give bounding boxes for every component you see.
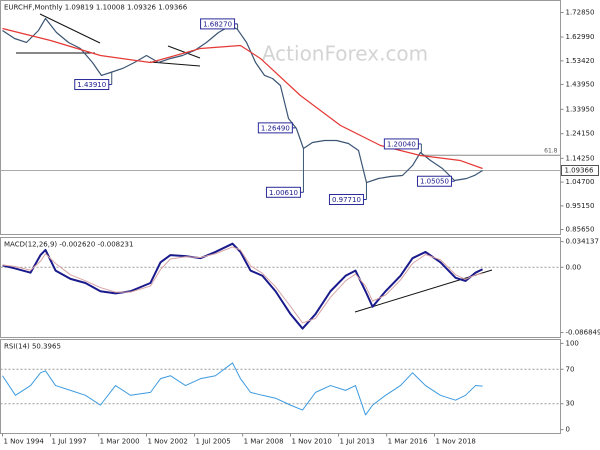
macd-panel [0, 237, 561, 338]
main-line [2, 362, 483, 416]
annotation-box [200, 18, 236, 30]
x-tick-label: 1 Nov 2018 [435, 438, 475, 446]
x-tick-label: 1 Jul 2013 [340, 438, 375, 446]
x-tick-label: 1 Nov 1994 [3, 438, 44, 446]
y-tick-label: 1.14250 [566, 154, 595, 162]
y-tick-label: 1.04700 [566, 178, 595, 186]
y-tick-label: 0.034137 [566, 238, 599, 246]
annotation-label: 1.20040 [387, 140, 416, 148]
y-tick-label: 1.43950 [566, 80, 595, 88]
price-panel [0, 0, 561, 235]
annotation-box [383, 138, 419, 150]
main-line [2, 17, 483, 184]
y-tick-label: -0.086849 [566, 329, 600, 337]
x-tick-label: 1 Mar 2008 [244, 438, 284, 446]
annotation-box [416, 175, 452, 187]
trendline [167, 45, 201, 59]
x-tick-label: 1 Jul 1997 [52, 438, 87, 446]
x-tick-label: 1 Jul 2005 [196, 438, 231, 446]
y-tick-label: 0 [566, 426, 570, 434]
x-tick-label: 1 Mar 2016 [388, 438, 428, 446]
main-line [2, 242, 484, 330]
y-tick-label: 0.85650 [566, 226, 595, 234]
watermark: ActionForex.com [262, 42, 428, 66]
annotation-label: 1.26490 [261, 124, 290, 132]
panel-title: RSI(14) 50.3965 [4, 343, 61, 351]
secondary-line [2, 27, 483, 170]
x-tick-label: 1 Nov 2010 [291, 438, 331, 446]
annotation-label: 1.43910 [77, 81, 106, 89]
y-tick-label: 100 [566, 339, 579, 347]
annotation-label: 1.05050 [420, 178, 449, 186]
last-price-box [561, 164, 599, 176]
x-tick-label: 1 Mar 2000 [100, 438, 140, 446]
fib-label: 61.8 [544, 148, 558, 155]
annotation-box [257, 122, 293, 134]
y-tick-label: 70 [566, 365, 575, 373]
annotation-box [74, 79, 110, 91]
panel-title: EURCHF,Monthly 1.09819 1.10008 1.09326 1… [4, 4, 188, 12]
annotation-box [328, 194, 364, 206]
y-tick-label: 1.33950 [566, 105, 595, 113]
y-tick-label: 0.95150 [566, 202, 595, 210]
x-tick-label: 1 Nov 2002 [147, 438, 187, 446]
annotation-label: 1.00610 [269, 189, 298, 197]
y-tick-label: 1.24150 [566, 130, 595, 138]
rsi-panel [0, 339, 561, 434]
y-tick-label: 30 [566, 400, 575, 408]
annotation-label: 0.97710 [332, 196, 361, 204]
y-tick-label: 1.62990 [566, 33, 595, 41]
y-tick-label: 1.72850 [566, 8, 595, 16]
last-price-label: 1.09366 [565, 166, 594, 174]
annotation-label: 1.68270 [203, 20, 232, 28]
annotation-box [265, 186, 301, 198]
y-tick-label: 0.00 [566, 263, 582, 271]
trendline [39, 13, 101, 44]
panel-title: MACD(12,26,9) -0.002620 -0.008231 [4, 241, 133, 249]
secondary-line [2, 246, 483, 324]
y-tick-label: 1.53420 [566, 57, 595, 65]
